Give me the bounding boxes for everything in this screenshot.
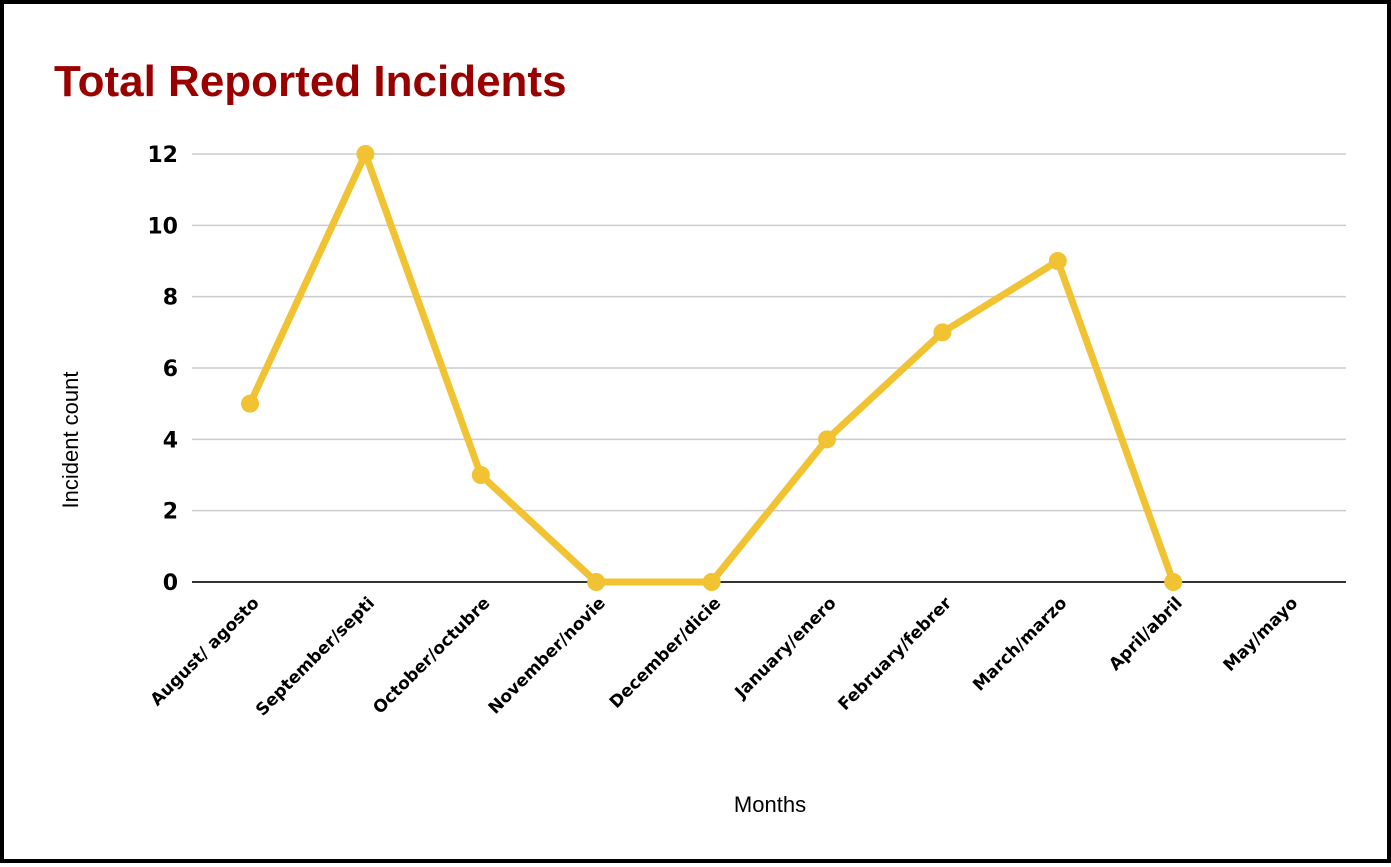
data-point: [1048, 252, 1067, 270]
gridlines: [192, 153, 1346, 583]
chart-title: Total Reported Incidents: [54, 57, 567, 106]
data-point: [587, 573, 606, 591]
x-tick-label: February/febrer: [835, 593, 957, 715]
x-tick-label: March/marzo: [969, 593, 1071, 695]
x-axis-ticks: August/ agostoSeptember/septiOctober/oct…: [147, 593, 1302, 720]
y-tick-label: 0: [163, 571, 178, 596]
x-axis-title: Months: [734, 792, 806, 817]
y-axis-title: Incident count: [58, 372, 83, 509]
x-tick-label: October/octubre: [369, 593, 494, 718]
x-tick-label: August/ agosto: [147, 593, 264, 710]
data-point: [702, 573, 721, 591]
x-tick-label: December/dicie: [606, 593, 725, 712]
data-point: [241, 394, 259, 413]
data-point: [818, 430, 836, 449]
x-tick-label: April/abril: [1105, 593, 1187, 675]
series-layer: [241, 145, 1183, 591]
y-tick-label: 2: [163, 500, 178, 525]
data-point: [1164, 573, 1183, 591]
x-tick-label: September/septi: [252, 593, 379, 720]
x-tick-label: January/enero: [731, 593, 841, 703]
data-point: [356, 145, 375, 163]
x-tick-label: November/novie: [485, 593, 610, 718]
y-tick-label: 4: [163, 428, 178, 453]
y-tick-label: 6: [163, 357, 178, 382]
y-axis-ticks: 0 2 4 6 8 10 12: [147, 143, 178, 596]
y-tick-label: 12: [147, 143, 178, 168]
data-point: [933, 323, 952, 342]
y-tick-label: 8: [163, 286, 178, 311]
line-chart: 0 2 4 6 8 10 12 August/ agostoSeptember/septiO…: [58, 143, 1346, 817]
data-point: [471, 466, 490, 484]
x-tick-label: May/mayo: [1220, 593, 1302, 675]
y-tick-label: 10: [147, 214, 178, 239]
